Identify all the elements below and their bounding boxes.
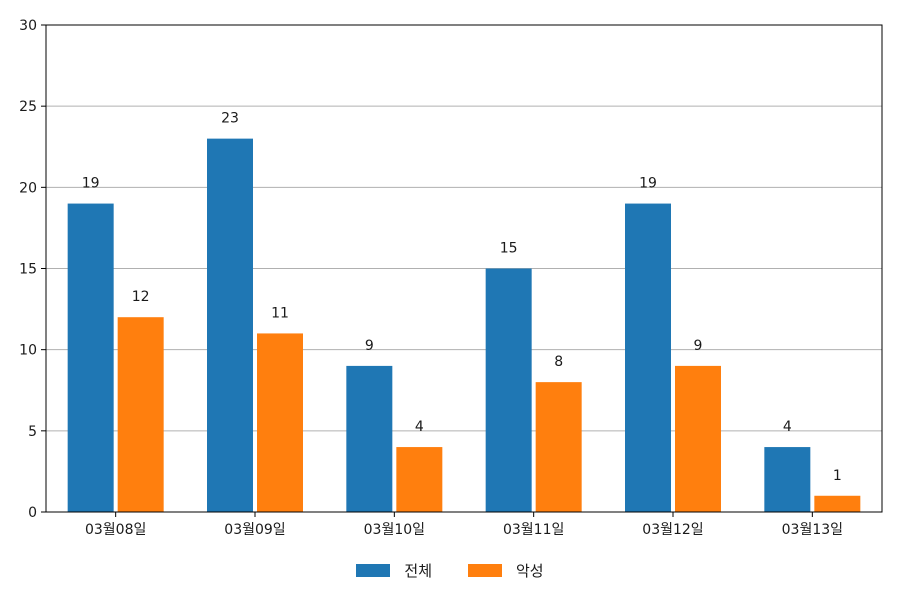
legend-swatch-series-0 — [356, 563, 391, 577]
legend-label-series-1: 악성 — [516, 561, 544, 580]
x-tick-label: 03월12일 — [642, 522, 703, 538]
bar-series-0-0 — [67, 203, 114, 513]
legend-swatch-series-1 — [468, 563, 502, 577]
x-tick-label: 03월10일 — [364, 522, 425, 538]
data-label-series-0-1: 23 — [221, 111, 239, 127]
y-tick-label: 10 — [19, 343, 37, 359]
data-label-series-1-2: 4 — [415, 419, 424, 435]
y-tick-label: 15 — [19, 262, 37, 278]
data-label-series-1-4: 9 — [694, 338, 703, 354]
y-tick-label: 0 — [28, 505, 37, 521]
legend: 전체 악성 — [0, 557, 900, 583]
plot-frame — [45, 24, 883, 513]
x-tick-label: 03월08일 — [85, 522, 146, 538]
data-label-series-1-0: 12 — [132, 289, 150, 305]
y-tick-label: 30 — [19, 18, 37, 34]
bars — [67, 138, 861, 513]
legend-item-series-0: 전체 — [356, 560, 432, 581]
data-label-series-0-4: 19 — [639, 176, 657, 192]
x-tick-label: 03월11일 — [503, 522, 564, 538]
x-tick-label: 03월13일 — [782, 522, 843, 538]
data-label-series-1-1: 11 — [271, 305, 289, 321]
y-tick-label: 20 — [19, 180, 37, 196]
bar-series-0-2 — [346, 365, 393, 512]
bar-series-0-5 — [764, 447, 811, 512]
legend-label-series-0: 전체 — [404, 561, 432, 580]
data-label-series-1-3: 8 — [554, 354, 563, 370]
y-tick-label: 5 — [28, 424, 37, 440]
y-tick-label: 25 — [19, 99, 37, 115]
data-label-series-0-0: 19 — [82, 176, 100, 192]
bar-series-1-4 — [675, 365, 721, 512]
x-tick-label: 03월09일 — [224, 522, 285, 538]
legend-item-series-1: 악성 — [468, 560, 544, 581]
bar-series-0-3 — [485, 268, 532, 512]
bar-series-1-0 — [117, 317, 164, 512]
data-label-series-0-5: 4 — [783, 419, 792, 435]
data-labels: 19 12 23 11 9 4 15 8 19 9 4 1 — [82, 111, 842, 484]
data-label-series-1-5: 1 — [833, 468, 842, 484]
bar-series-1-2 — [396, 447, 443, 512]
axes: 0 5 10 15 20 25 30 03월08일 03월09일 03월10일 03월11일 03월1… — [19, 18, 883, 538]
bar-series-1-3 — [535, 382, 582, 512]
data-label-series-0-3: 15 — [500, 241, 518, 257]
bar-series-1-1 — [257, 333, 303, 512]
bar-series-0-1 — [207, 138, 253, 512]
data-label-series-0-2: 9 — [365, 338, 374, 354]
bar-series-1-5 — [814, 495, 861, 512]
gridlines — [46, 105, 882, 432]
bar-series-0-4 — [625, 203, 671, 513]
